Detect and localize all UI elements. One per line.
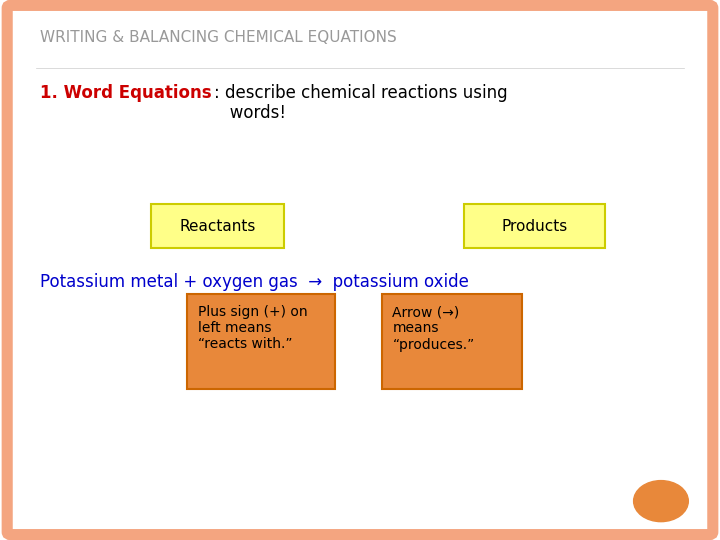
FancyBboxPatch shape — [382, 294, 522, 389]
Text: 1. Word Equations: 1. Word Equations — [40, 84, 211, 102]
Text: Products: Products — [501, 219, 568, 234]
Text: WRITING & BALANCING CHEMICAL EQUATIONS: WRITING & BALANCING CHEMICAL EQUATIONS — [40, 30, 396, 45]
Text: Potassium metal + oxygen gas  →  potassium oxide: Potassium metal + oxygen gas → potassium… — [40, 273, 469, 291]
Text: : describe chemical reactions using
   words!: : describe chemical reactions using word… — [214, 84, 508, 123]
FancyBboxPatch shape — [464, 204, 605, 248]
FancyBboxPatch shape — [151, 204, 284, 248]
Text: Reactants: Reactants — [179, 219, 256, 234]
Text: Plus sign (+) on
left means
“reacts with.”: Plus sign (+) on left means “reacts with… — [198, 305, 307, 352]
Circle shape — [634, 481, 688, 522]
Text: Arrow (→)
means
“produces.”: Arrow (→) means “produces.” — [392, 305, 474, 352]
FancyBboxPatch shape — [187, 294, 335, 389]
